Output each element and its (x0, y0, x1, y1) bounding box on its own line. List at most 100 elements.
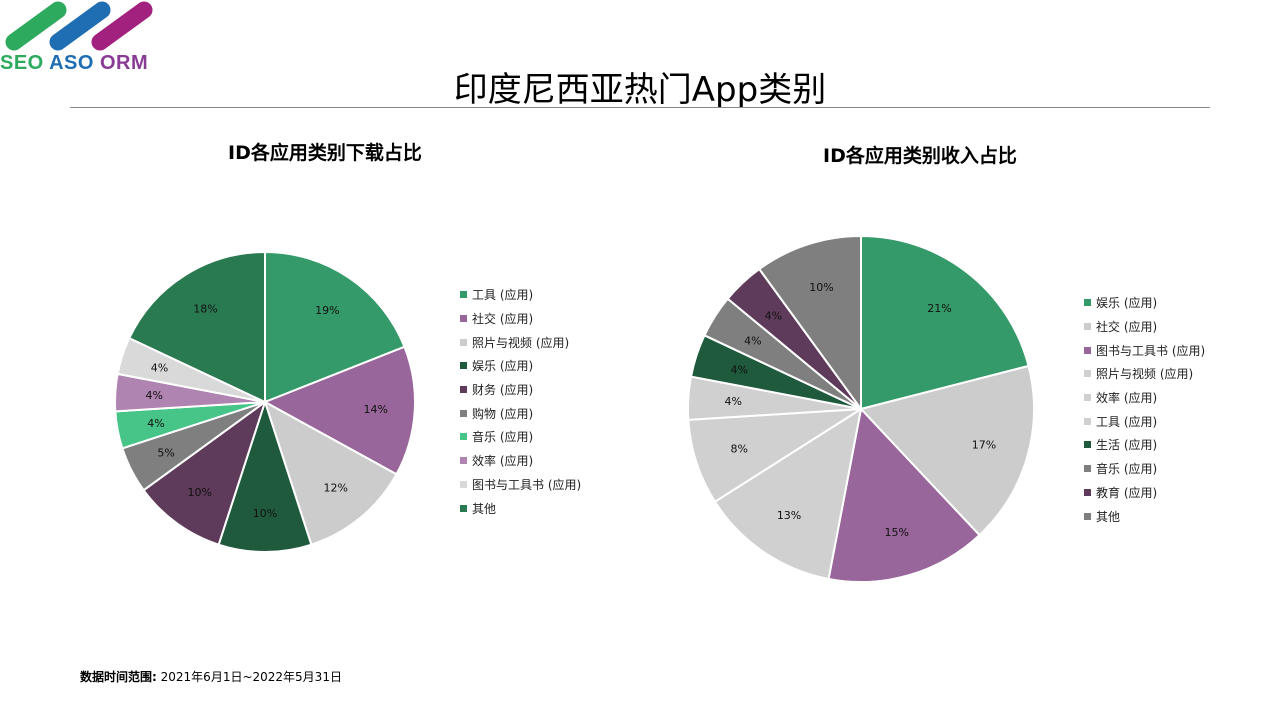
legend-label: 图书与工具书 (应用) (472, 477, 582, 492)
legend-label: 工具 (应用) (472, 288, 534, 303)
legend-swatch (1084, 370, 1091, 378)
legend-item: 其他 (460, 496, 581, 520)
legend-label: 购物 (应用) (472, 406, 534, 421)
legend-label: 工具 (应用) (1096, 414, 1158, 429)
slice-label: 12% (324, 482, 348, 495)
logo-text: SEO ASO ORM (0, 52, 149, 74)
legend-swatch (1084, 394, 1091, 402)
pie-slice (217, 398, 313, 553)
legend-swatch (1084, 465, 1091, 473)
footer-date-range: 2021年6月1日~2022年5月31日 (160, 670, 342, 684)
legend-swatch (460, 315, 467, 323)
legend-revenue: 娱乐 (应用) 社交 (应用) 图书与工具书 (应用) 照片与视频 (应用) 效率 (应… (1084, 291, 1205, 528)
legend-item: 娱乐 (应用) (1084, 291, 1205, 315)
legend-item: 教育 (应用) (1084, 481, 1205, 505)
legend-swatch (1084, 346, 1091, 354)
footer-note: 数据时间范围: 2021年6月1日~2022年5月31日 (80, 668, 342, 685)
legend-item: 音乐 (应用) (460, 425, 581, 449)
pie-slice (263, 399, 398, 546)
legend-label: 娱乐 (应用) (472, 359, 534, 374)
legend-swatch (1084, 512, 1091, 520)
pie-slice (262, 345, 416, 476)
legend-label: 照片与视频 (应用) (472, 335, 570, 350)
legend-item: 财务 (应用) (460, 378, 581, 402)
slice-label: 17% (972, 439, 996, 452)
legend-item: 效率 (应用) (1084, 386, 1205, 410)
legend-label: 社交 (应用) (1096, 320, 1158, 335)
page-title: 印度尼西亚热门App类别 (453, 70, 827, 110)
slice-label: 4% (725, 395, 742, 408)
legend-item: 娱乐 (应用) (460, 354, 581, 378)
legend-swatch (1084, 488, 1091, 496)
legend-swatch (460, 409, 467, 417)
legend-item: 购物 (应用) (460, 401, 581, 425)
legend-label: 娱乐 (应用) (1096, 296, 1158, 311)
legend-label: 财务 (应用) (472, 383, 534, 398)
slice-label: 4% (731, 363, 748, 376)
legend-swatch (460, 457, 467, 465)
legend-label: 音乐 (应用) (1096, 462, 1158, 477)
legend-swatch (460, 480, 467, 488)
chart-title-revenue: ID各应用类别收入占比 (823, 145, 1017, 167)
slice-label: 14% (364, 403, 388, 416)
slice-label: 10% (253, 507, 277, 520)
pie-revenue: 21% 17% 15% 13% 8% 4% 4% 4% 4% 10% (687, 234, 1035, 583)
slice-label: 10% (809, 281, 833, 294)
legend-label: 教育 (应用) (1096, 485, 1158, 500)
legend-label: 其他 (472, 501, 497, 516)
legend-swatch (460, 504, 467, 512)
legend-item: 工具 (应用) (460, 283, 581, 307)
slice-label: 4% (765, 310, 782, 323)
logo-stripes (5, 1, 153, 51)
legend-swatch (460, 362, 467, 370)
slice-label: 4% (145, 389, 162, 402)
title-divider (70, 107, 1210, 108)
pie-slice (142, 399, 267, 546)
legend-swatch (1084, 417, 1091, 425)
slice-label: 10% (188, 486, 212, 499)
legend-swatch (1084, 323, 1091, 331)
pie-downloads: 19% 14% 12% 10% 10% 5% 4% 4% 4% 18% (114, 250, 416, 553)
legend-item: 音乐 (应用) (1084, 457, 1205, 481)
legend-label: 效率 (应用) (1096, 391, 1158, 406)
legend-item: 图书与工具书 (应用) (460, 473, 581, 497)
legend-item: 其他 (1084, 504, 1205, 528)
slice-label: 4% (744, 334, 761, 347)
slice-label: 21% (927, 302, 951, 315)
pie-slice (757, 234, 862, 413)
pie-slice (713, 406, 863, 581)
slice-label: 5% (157, 446, 174, 459)
pie-slice (827, 406, 981, 583)
chart-title-downloads: ID各应用类别下载占比 (228, 142, 422, 164)
legend-item: 照片与视频 (应用) (1084, 362, 1205, 386)
legend-label: 音乐 (应用) (472, 430, 534, 445)
legend-swatch (1084, 441, 1091, 449)
legend-swatch (460, 338, 467, 346)
slice-label: 4% (151, 362, 168, 375)
legend-item: 工具 (应用) (1084, 409, 1205, 433)
legend-swatch (460, 433, 467, 441)
legend-swatch (460, 386, 467, 394)
legend-item: 生活 (应用) (1084, 433, 1205, 457)
slice-label: 18% (193, 302, 217, 315)
pie-slice (127, 250, 266, 404)
legend-item: 社交 (应用) (460, 307, 581, 331)
pie-slice (264, 250, 406, 404)
legend-item: 图书与工具书 (应用) (1084, 338, 1205, 362)
slice-label: 15% (884, 526, 908, 539)
slice-label: 13% (777, 509, 801, 522)
logo: SEO ASO ORM (0, 0, 160, 78)
legend-label: 照片与视频 (应用) (1096, 367, 1194, 382)
legend-item: 社交 (应用) (1084, 315, 1205, 339)
legend-label: 社交 (应用) (472, 312, 534, 327)
legend-label: 图书与工具书 (应用) (1096, 343, 1206, 358)
pie-slice (859, 364, 1035, 537)
legend-swatch (1084, 299, 1091, 307)
footer-label: 数据时间范围: (80, 670, 157, 684)
slice-label: 8% (731, 443, 748, 456)
legend-swatch (460, 291, 467, 299)
legend-item: 照片与视频 (应用) (460, 330, 581, 354)
slice-label: 19% (315, 304, 339, 317)
legend-label: 效率 (应用) (472, 454, 534, 469)
